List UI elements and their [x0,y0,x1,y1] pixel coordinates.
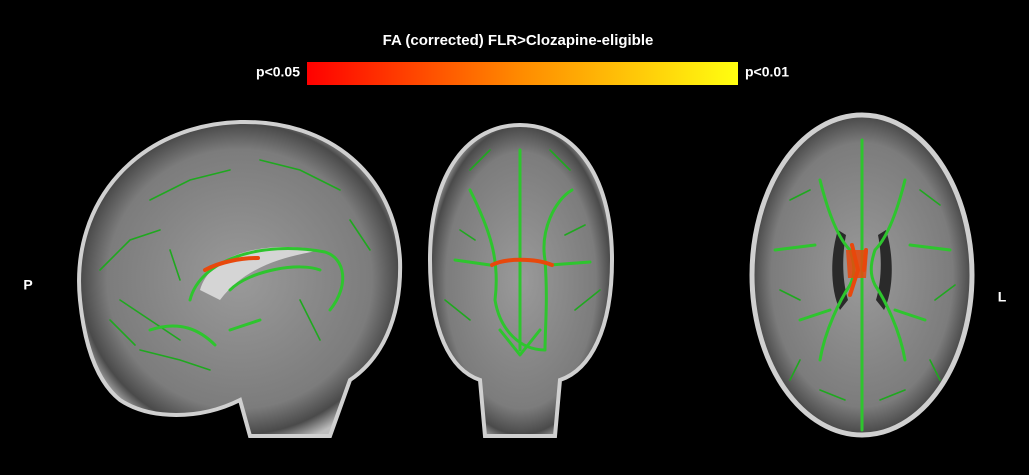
coronal-slice [418,116,623,438]
figure: FA (corrected) FLR>Clozapine-eligible p<… [0,0,1029,475]
sagittal-slice [62,112,407,438]
colorbar-low-label: p<0.05 [256,64,300,80]
figure-title: FA (corrected) FLR>Clozapine-eligible [383,32,654,49]
left-orientation-label: P [23,277,32,293]
colorbar [307,62,738,85]
axial-slice [744,110,982,440]
colorbar-high-label: p<0.01 [745,64,789,80]
right-orientation-label: L [998,289,1007,305]
